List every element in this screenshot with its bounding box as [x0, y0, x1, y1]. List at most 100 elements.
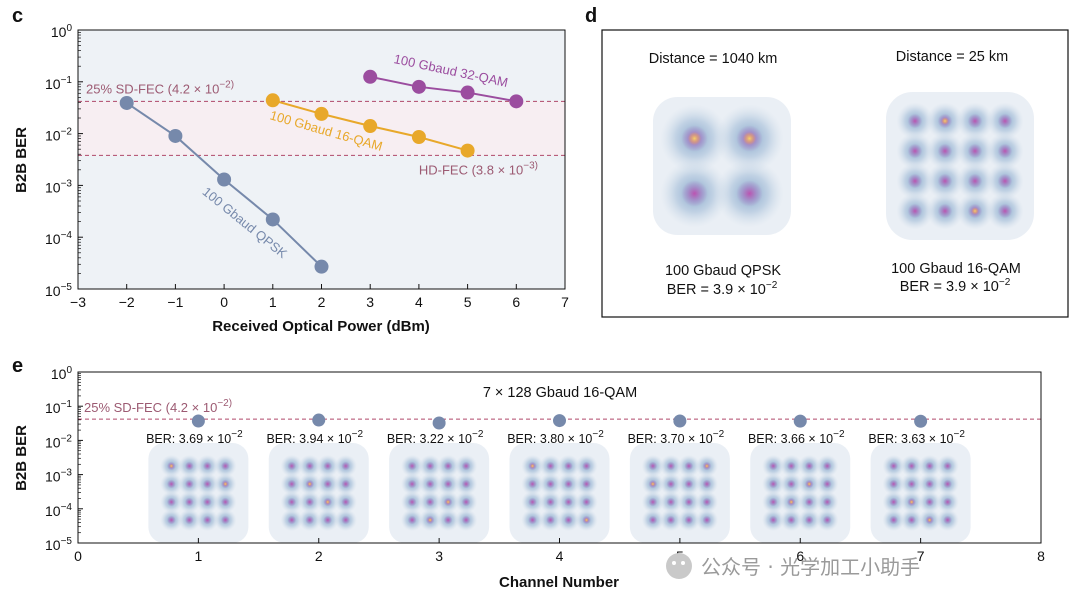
panel-e-constellation-3 — [389, 443, 490, 543]
panel-c-frame — [77, 29, 566, 290]
wechat-icon-eye-left — [672, 561, 676, 565]
panel-e-constellation-4-cluster-core — [564, 515, 573, 525]
panel-c-y-tick-label-base: 10 — [45, 128, 61, 144]
panel-d-constellation-16qam-cluster-core — [907, 173, 923, 189]
panel-e-point-label-2-base: BER: 3.94 × 10 — [266, 432, 351, 446]
panel-e-constellation-4-cluster-core — [582, 479, 591, 489]
panel-e-constellation-2-cluster-core — [323, 461, 333, 471]
panel-e-constellation-4-cluster-core — [564, 461, 573, 471]
panel-e-constellation-2-cluster-core — [305, 461, 315, 471]
panel-d-constellation-qpsk-hot-spot — [742, 131, 757, 146]
panel-e-constellation-6-cluster-core — [822, 461, 832, 471]
panel-d-distance-qpsk: Distance = 1040 km — [649, 51, 778, 67]
panel-e-point-label-5-exp: −2 — [713, 429, 725, 440]
panel-e-y-tick-label-exp: 0 — [66, 365, 72, 376]
panel-d-constellation-16qam-cluster-core — [997, 143, 1013, 159]
panel-c-threshold-label-hdfec-exp: −3) — [523, 160, 538, 171]
panel-e-point-label-7-exp: −2 — [953, 429, 965, 440]
panel-c-x-tick-label: 7 — [561, 294, 569, 310]
panel-e-constellation-6-cluster-core — [804, 461, 814, 471]
panel-e-constellation-7-hot-spot — [927, 517, 932, 523]
panel-d-ber-qpsk: BER = 3.9 × 10−2 — [667, 280, 778, 298]
panel-e-constellation-1-hot-spot — [169, 463, 174, 469]
panel-e-threshold-label: 25% SD-FEC (4.2 × 10−2) — [84, 398, 232, 415]
panel-e-y-tick-label-base: 10 — [45, 434, 61, 450]
panel-c-series-1-point-0 — [265, 93, 280, 108]
panel-e-constellation-4-cluster-core — [546, 497, 555, 507]
panel-e-point-label-2: BER: 3.94 × 10−2 — [266, 429, 363, 446]
panel-e-x-axis-title: Channel Number — [499, 574, 619, 591]
panel-d-constellation-qpsk-cluster-core — [736, 180, 763, 207]
panel-e-constellation-5-cluster-core — [666, 497, 676, 507]
panel-e-constellation-3-cluster-core — [407, 515, 417, 525]
panel-e-point-label-5: BER: 3.70 × 10−2 — [628, 429, 725, 446]
panel-e-constellation-5-cluster-core — [666, 479, 676, 489]
panel-e-constellation-4-cluster-core — [582, 461, 591, 471]
panel-c-threshold-label-sdfec-exp: −2) — [219, 79, 234, 90]
panel-c-y-tick-label-base: 10 — [45, 179, 61, 195]
panel-e-constellation-2 — [268, 443, 369, 543]
panel-c-x-tick-label: −2 — [119, 294, 135, 310]
panel-e-constellation-2-hot-spot — [307, 481, 312, 487]
panel-c-series-0-point-4 — [314, 259, 329, 274]
panel-c-x-tick-label: 4 — [415, 294, 423, 310]
watermark: 公众号 · 光学加工小助手 — [666, 553, 920, 579]
panel-e-constellation-7-cluster-core — [907, 479, 916, 489]
panel-e-point-label-2-exp: −2 — [352, 429, 364, 440]
panel-e-constellation-5-cluster-core — [684, 497, 694, 507]
panel-e-constellation-3-cluster-core — [425, 461, 435, 471]
panel-e-point-label-1-base: BER: 3.69 × 10 — [146, 432, 231, 446]
panel-e-constellation-3-cluster-core — [443, 515, 453, 525]
panel-c-series-1-point-4 — [460, 143, 475, 158]
panel-e-frame — [77, 371, 1042, 544]
panel-e-constellation-3-hot-spot — [427, 517, 433, 523]
panel-d-constellation-qpsk-cluster-core — [681, 180, 708, 207]
panel-e-constellation-7-cluster-core — [889, 479, 898, 489]
panel-c-x-tick-label: −1 — [167, 294, 183, 310]
panel-e-constellation-4-hot-spot — [530, 463, 535, 469]
panel-e-constellation-1-hot-spot — [223, 481, 228, 487]
panel-c-series-2-point-0 — [363, 69, 378, 84]
panel-e-constellation-1-cluster-core — [167, 497, 176, 507]
panel-c-series-0-point-2 — [217, 172, 232, 187]
panel-label-e: e — [12, 355, 23, 377]
panel-e-point-label-3: BER: 3.22 × 10−2 — [387, 429, 484, 446]
panel-e-y-axis-title: B2B BER — [13, 425, 30, 491]
panel-e-constellation-6-cluster-core — [768, 479, 778, 489]
panel-d-ber-16qam-text: BER = 3.9 × 10 — [900, 279, 999, 295]
panel-e-constellation-5-haze — [629, 443, 730, 543]
panel-e-constellation-7-cluster-core — [907, 515, 916, 525]
panel-c-y-tick-label-base: 10 — [51, 24, 67, 40]
panel-e-constellation-5-cluster-core — [684, 515, 694, 525]
panel-e-constellation-5-cluster-core — [666, 515, 676, 525]
panel-d-constellation-16qam-cluster-core — [997, 113, 1013, 129]
panel-e-point-label-6: BER: 3.66 × 10−2 — [748, 429, 845, 446]
panel-d-constellation-16qam-cluster-core — [967, 143, 983, 159]
panel-e-constellation-1 — [148, 443, 249, 543]
panel-c-x-tick-label: 1 — [269, 294, 277, 310]
panel-label-c: c — [12, 5, 23, 27]
panel-e-constellation-2-cluster-core — [305, 515, 315, 525]
panel-e-constellation-6-hot-spot — [807, 481, 812, 487]
panel-e-constellation-2-cluster-core — [287, 461, 297, 471]
panel-e-constellation-6-cluster-core — [822, 479, 832, 489]
panel-e-constellation-3-cluster-core — [461, 479, 471, 489]
panel-e-constellation-6-cluster-core — [786, 461, 796, 471]
panel-e-constellation-3-haze — [389, 443, 490, 543]
panel-e-constellation-1-cluster-core — [203, 515, 212, 525]
panel-e-y-tick-label: 10−2 — [45, 433, 72, 450]
panel-e-constellation-7-cluster-core — [943, 461, 952, 471]
panel-e-constellation-5 — [629, 443, 730, 543]
panel-e-constellation-2-cluster-core — [341, 461, 351, 471]
panel-e-constellation-6-cluster-core — [768, 497, 778, 507]
panel-e-x-tick-label: 0 — [74, 548, 82, 564]
panel-d-constellation-16qam — [886, 92, 1034, 240]
panel-e-constellation-5-cluster-core — [648, 515, 658, 525]
panel-e-constellation-7-cluster-core — [889, 461, 898, 471]
panel-e-constellation-2-hot-spot — [325, 499, 330, 505]
panel-e-point-label-5-base: BER: 3.70 × 10 — [628, 432, 713, 446]
panel-d-constellation-16qam-cluster-core — [967, 113, 983, 129]
panel-c-series-2-point-1 — [411, 79, 426, 94]
panel-e-constellation-4-cluster-core — [564, 497, 573, 507]
